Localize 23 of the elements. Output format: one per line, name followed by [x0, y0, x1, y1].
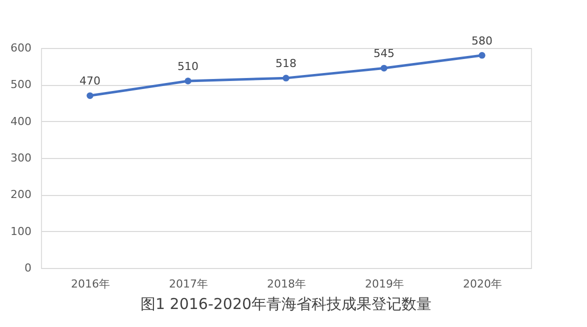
data-label: 580: [472, 34, 492, 48]
y-tick-label: 300: [10, 152, 32, 164]
data-label: 518: [276, 57, 296, 70]
point: [184, 78, 192, 84]
x-tick-label: 2016年: [71, 278, 110, 290]
y-tick-label: 500: [10, 78, 32, 92]
data-label: 470: [80, 74, 100, 88]
text: 图1 2016-2020年青海省科技成果登记数量: [140, 295, 432, 313]
data-label: 545: [374, 47, 394, 60]
point: [282, 74, 290, 82]
y-tick-label: 200: [10, 188, 32, 202]
y-tick-label: 600: [10, 42, 32, 54]
y-tick-label: 100: [10, 224, 32, 238]
point: [478, 52, 486, 59]
x-tick-label: 2018年: [267, 278, 306, 290]
data-label: 510: [178, 60, 198, 73]
point: [380, 64, 388, 72]
y-tick-label: 400: [10, 114, 32, 128]
point: [86, 92, 94, 100]
x-tick-label: 2019年: [365, 278, 404, 290]
y-tick-label: 0: [24, 262, 32, 274]
x-tick-label: 2020年: [463, 278, 502, 290]
x-tick-label: 2017年: [169, 278, 208, 290]
